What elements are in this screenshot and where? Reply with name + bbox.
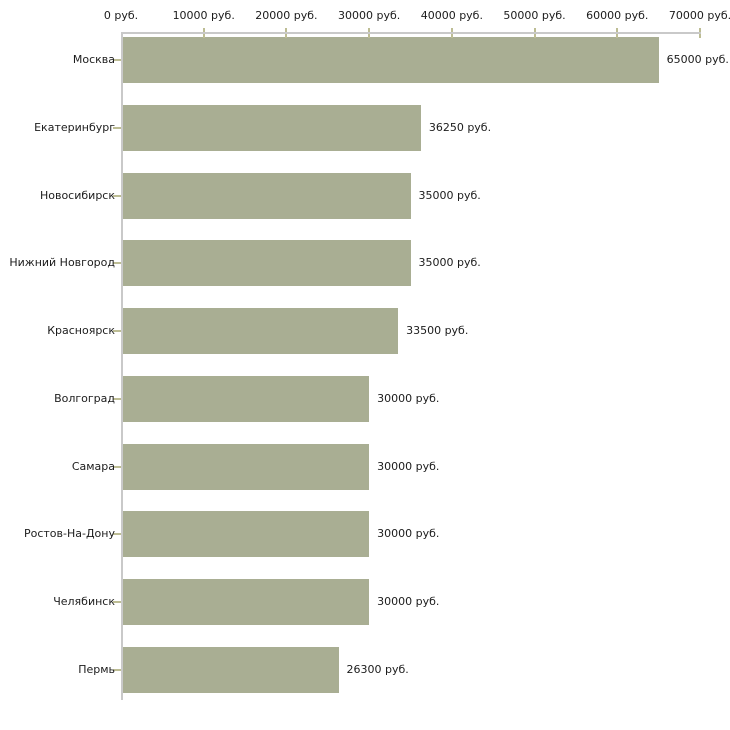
bar-value-label: 35000 руб. bbox=[418, 256, 481, 270]
bar-value-label: 30000 руб. bbox=[377, 595, 440, 608]
category-label: Москва bbox=[72, 53, 115, 66]
bar bbox=[121, 37, 659, 83]
y-axis-line bbox=[121, 32, 123, 700]
bar bbox=[121, 240, 411, 287]
x-axis-tick-label: 0 руб. bbox=[103, 9, 139, 22]
x-axis-tick-label: 10000 руб. bbox=[172, 9, 235, 22]
y-axis-tick-mark bbox=[113, 126, 121, 129]
y-axis-tick-mark bbox=[113, 601, 121, 603]
x-axis-tick-label: 50000 руб. bbox=[503, 9, 566, 22]
category-label: Самара bbox=[71, 459, 115, 473]
y-axis-tick-mark bbox=[113, 465, 121, 468]
bar-value-label: 33500 руб. bbox=[406, 324, 469, 337]
bar bbox=[121, 308, 399, 354]
y-axis-tick-mark bbox=[113, 533, 121, 536]
x-axis-tick-label: 60000 руб. bbox=[586, 9, 649, 22]
bar-value-label: 30000 руб. bbox=[377, 527, 440, 541]
category-label: Нижний Новгород bbox=[9, 256, 115, 270]
y-axis-tick-mark bbox=[113, 397, 121, 400]
x-axis-tick-label: 70000 руб. bbox=[668, 9, 730, 22]
y-axis-tick-mark bbox=[113, 262, 121, 265]
bar bbox=[121, 646, 339, 693]
bar-value-label: 26300 руб. bbox=[346, 662, 409, 676]
y-axis-tick-mark bbox=[113, 330, 121, 332]
category-label: Челябинск bbox=[53, 595, 115, 608]
category-label: Красноярск bbox=[47, 324, 115, 337]
category-label: Пермь bbox=[78, 662, 115, 676]
y-axis-tick-mark bbox=[113, 59, 121, 61]
bar bbox=[121, 104, 421, 151]
x-axis-tick-label: 40000 руб. bbox=[420, 9, 483, 22]
bar bbox=[121, 375, 370, 422]
y-axis-tick-mark bbox=[113, 194, 121, 197]
bar bbox=[121, 511, 370, 558]
x-axis-tick-label: 20000 руб. bbox=[255, 9, 318, 22]
category-label: Екатеринбург bbox=[34, 120, 115, 134]
x-axis-tick-label: 30000 руб. bbox=[338, 9, 401, 22]
bar-value-label: 30000 руб. bbox=[377, 459, 440, 473]
bar bbox=[121, 172, 411, 219]
category-label: Волгоград bbox=[54, 391, 115, 405]
bar-value-label: 65000 руб. bbox=[666, 53, 729, 66]
bar-value-label: 35000 руб. bbox=[418, 188, 481, 202]
x-axis-line bbox=[121, 32, 701, 34]
category-label: Ростов-На-Дону bbox=[23, 527, 115, 541]
y-axis-tick-mark bbox=[113, 668, 121, 671]
bar bbox=[121, 443, 370, 490]
bar bbox=[121, 579, 370, 625]
category-label: Новосибирск bbox=[39, 188, 115, 202]
bar-value-label: 36250 руб. bbox=[428, 120, 492, 134]
bar-value-label: 30000 руб. bbox=[377, 391, 440, 405]
